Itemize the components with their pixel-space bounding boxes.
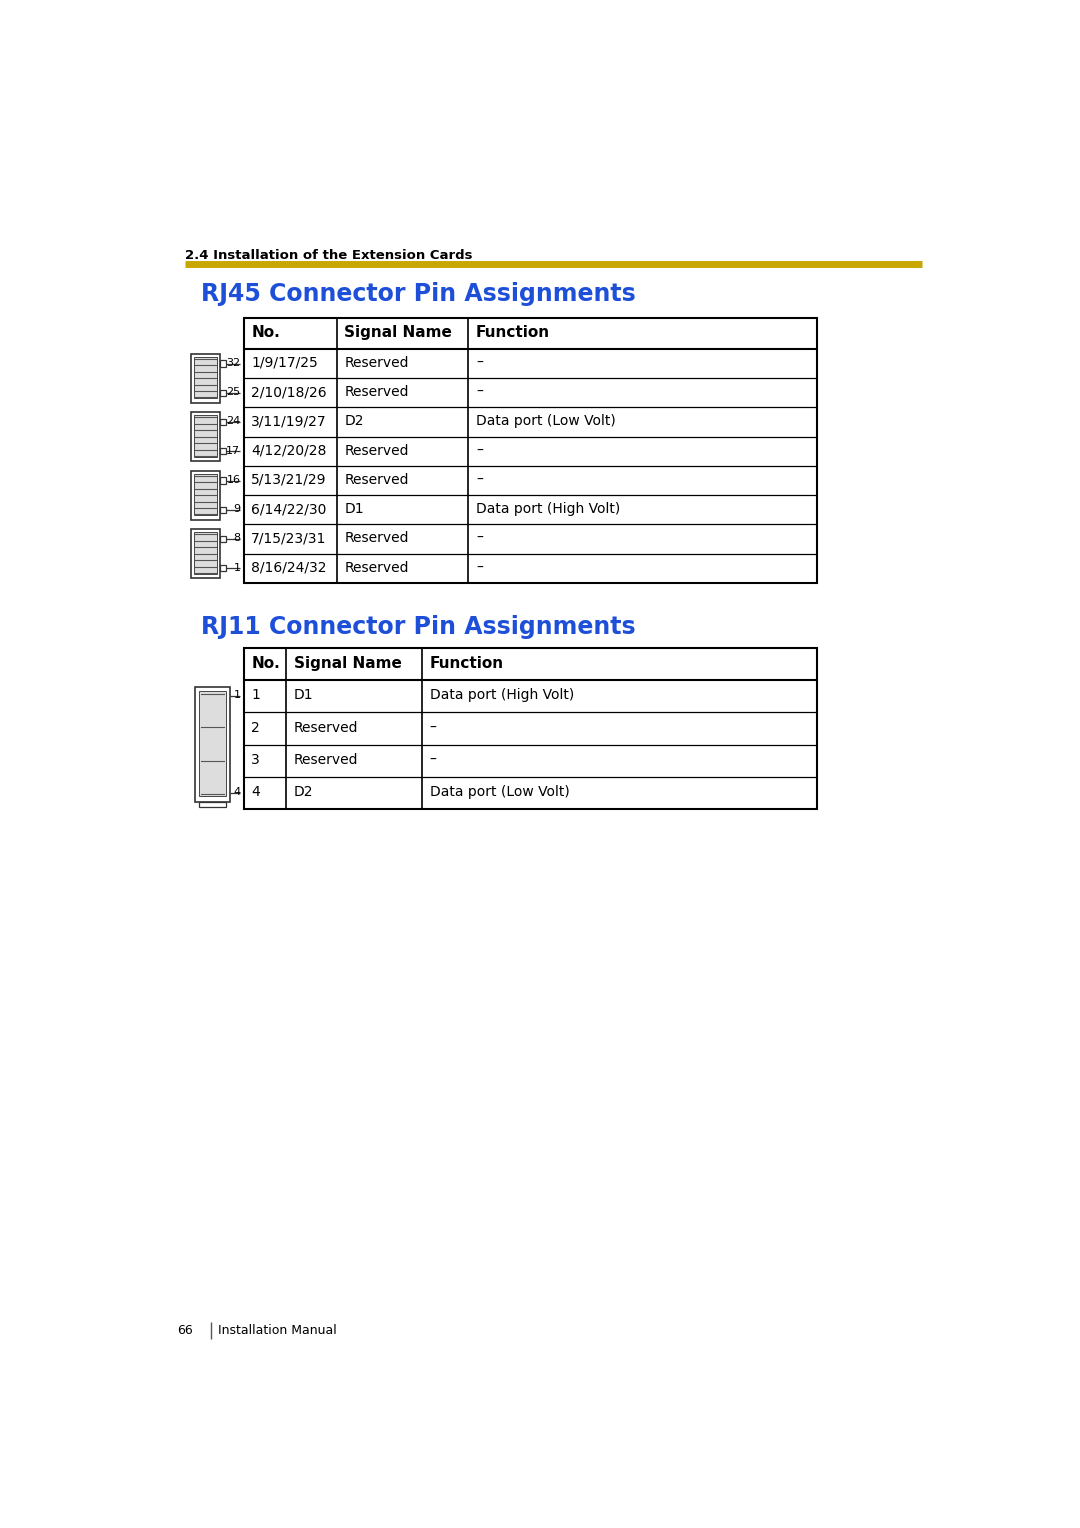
Text: 17: 17: [227, 446, 241, 455]
Text: 8/16/24/32: 8/16/24/32: [252, 561, 327, 575]
Text: 1: 1: [233, 562, 241, 573]
Bar: [243, 648, 816, 810]
Text: Signal Name: Signal Name: [345, 325, 453, 341]
Text: 2/10/18/26: 2/10/18/26: [252, 385, 327, 399]
Text: Data port (High Volt): Data port (High Volt): [476, 503, 620, 516]
Text: Function: Function: [430, 656, 503, 671]
Text: RJ11 Connector Pin Assignments: RJ11 Connector Pin Assignments: [201, 616, 635, 639]
Text: 4: 4: [252, 785, 260, 799]
Bar: [191, 413, 220, 461]
Text: Data port (High Volt): Data port (High Volt): [430, 689, 573, 703]
Text: Reserved: Reserved: [345, 385, 408, 399]
Text: 4/12/20/28: 4/12/20/28: [252, 443, 326, 457]
Bar: [220, 477, 226, 484]
Bar: [220, 507, 226, 513]
Bar: [194, 532, 217, 573]
Text: Data port (Low Volt): Data port (Low Volt): [430, 785, 569, 799]
Bar: [220, 448, 226, 454]
Bar: [191, 529, 220, 579]
Text: Reserved: Reserved: [345, 532, 408, 545]
Text: –: –: [476, 356, 483, 370]
Text: Reserved: Reserved: [345, 443, 408, 457]
Text: 5/13/21/29: 5/13/21/29: [252, 472, 327, 487]
Text: 25: 25: [227, 387, 241, 397]
Text: No.: No.: [252, 325, 280, 341]
Text: 1: 1: [233, 691, 241, 700]
Text: Function: Function: [476, 325, 550, 341]
Bar: [200, 802, 226, 807]
Text: –: –: [430, 721, 436, 735]
Bar: [194, 416, 217, 457]
Text: Reserved: Reserved: [294, 721, 359, 735]
Bar: [220, 361, 226, 367]
Text: 7/15/23/31: 7/15/23/31: [252, 532, 326, 545]
Bar: [220, 419, 226, 425]
Text: –: –: [476, 472, 483, 487]
Text: Reserved: Reserved: [294, 753, 359, 767]
Text: 1/9/17/25: 1/9/17/25: [252, 356, 318, 370]
Text: 16: 16: [227, 475, 241, 484]
Text: 4: 4: [233, 787, 241, 798]
Text: Installation Manual: Installation Manual: [218, 1325, 337, 1337]
Text: D2: D2: [345, 414, 364, 428]
Bar: [220, 390, 226, 396]
Bar: [191, 353, 220, 403]
Text: 24: 24: [226, 416, 241, 426]
Text: 1: 1: [252, 689, 260, 703]
Text: 9: 9: [233, 504, 241, 513]
Text: D1: D1: [294, 689, 313, 703]
Text: –: –: [430, 753, 436, 767]
Text: D1: D1: [345, 503, 364, 516]
Text: Reserved: Reserved: [345, 561, 408, 575]
Bar: [200, 691, 226, 796]
Bar: [194, 474, 217, 515]
Text: –: –: [476, 385, 483, 399]
Text: No.: No.: [252, 656, 280, 671]
Text: D2: D2: [294, 785, 313, 799]
Text: 8: 8: [233, 533, 241, 544]
Text: RJ45 Connector Pin Assignments: RJ45 Connector Pin Assignments: [201, 283, 636, 306]
Text: 2: 2: [252, 721, 260, 735]
Text: 3/11/19/27: 3/11/19/27: [252, 414, 327, 428]
Text: –: –: [476, 561, 483, 575]
Text: Reserved: Reserved: [345, 356, 408, 370]
Text: 2.4 Installation of the Extension Cards: 2.4 Installation of the Extension Cards: [186, 249, 473, 261]
Bar: [243, 318, 816, 584]
Bar: [220, 565, 226, 571]
Text: Reserved: Reserved: [345, 472, 408, 487]
Text: 66: 66: [177, 1325, 193, 1337]
Text: 6/14/22/30: 6/14/22/30: [252, 503, 326, 516]
Text: 3: 3: [252, 753, 260, 767]
Bar: [195, 688, 230, 802]
Bar: [191, 471, 220, 520]
Bar: [194, 356, 217, 399]
Text: –: –: [476, 532, 483, 545]
Text: Signal Name: Signal Name: [294, 656, 402, 671]
Bar: [220, 536, 226, 542]
Text: 32: 32: [227, 358, 241, 368]
Text: –: –: [476, 443, 483, 457]
Text: Data port (Low Volt): Data port (Low Volt): [476, 414, 616, 428]
